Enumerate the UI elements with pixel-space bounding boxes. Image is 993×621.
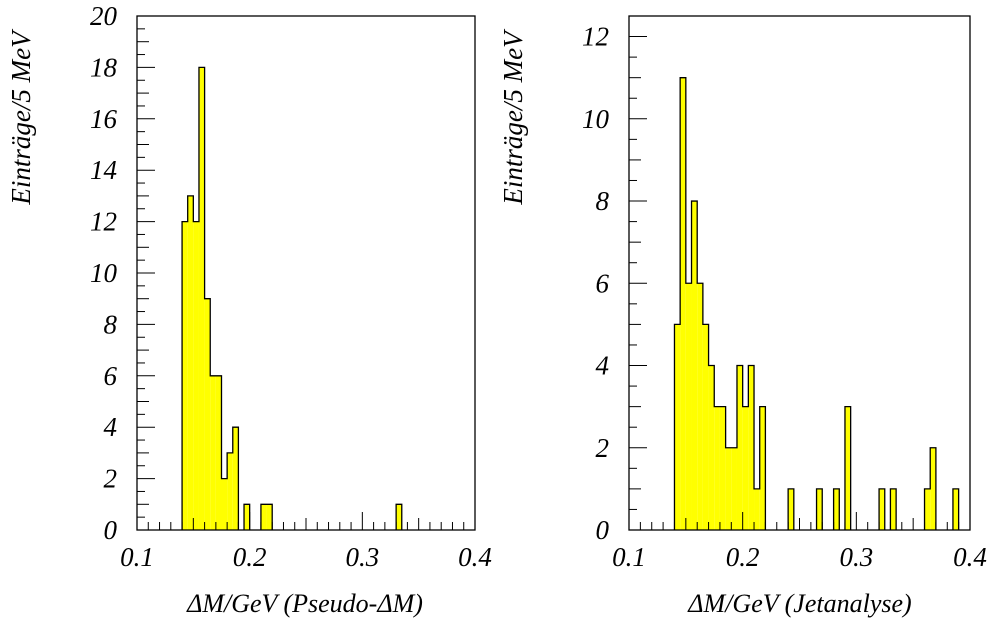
histogram-panel-jetanalyse: 0.1 0.2 0.3 0.4 0 2 4 6 8 10 12 ΔM/GeV (Jetanalyse)…: [498, 15, 987, 618]
x-tick-label: 0.4: [953, 542, 987, 572]
histogram-bar: [702, 324, 709, 530]
histogram-bar: [708, 365, 715, 530]
histogram-bar: [754, 488, 760, 530]
x-tick-label: 0.2: [233, 542, 267, 572]
histogram-bar: [930, 447, 936, 530]
histogram-bar: [952, 488, 959, 530]
histogram-bar: [691, 201, 698, 531]
histogram-outline: [181, 66, 403, 530]
y-tick-label: 12: [90, 207, 117, 237]
y-tick-label: 0: [596, 515, 610, 545]
histogram-bar: [680, 77, 686, 531]
histogram-bar: [204, 298, 211, 530]
histogram-bar: [890, 488, 897, 530]
histogram-bar: [182, 221, 188, 530]
histogram-bar: [742, 406, 749, 530]
histogram-bar: [193, 221, 199, 530]
histogram-bar: [748, 365, 755, 530]
y-tick-label: 14: [90, 155, 117, 185]
histogram-bar: [736, 365, 743, 530]
y-tick-label: 0: [104, 515, 118, 545]
histogram-bar: [731, 447, 737, 530]
y-tick-label: 16: [90, 104, 118, 134]
histogram-bar: [719, 406, 726, 530]
histogram-panel-pseudo-delta-m: 0.1 0.2 0.3 0.4 0 2 4 6 8 10 12 14 16 18 20 ΔM/GeV (Pse…: [6, 1, 492, 618]
histogram-bar: [244, 504, 250, 530]
histogram-bar: [725, 447, 732, 530]
x-tick-label: 0.3: [345, 542, 379, 572]
y-tick-label: 10: [90, 258, 118, 288]
x-tick-label: 0.3: [839, 542, 873, 572]
y-tick-label: 6: [104, 361, 118, 391]
y-tick-label: 8: [104, 309, 118, 339]
histogram-bar: [227, 452, 233, 530]
histogram-bar: [879, 488, 885, 530]
y-tick-label: 10: [582, 104, 610, 134]
x-tick-label: 0.1: [612, 542, 646, 572]
histogram-bar: [210, 375, 216, 530]
histogram-bar: [714, 406, 720, 530]
y-tick-label: 2: [596, 433, 610, 463]
x-tick-label: 0.1: [120, 542, 154, 572]
x-tick-label: 0.4: [458, 542, 492, 572]
histogram-bar: [924, 488, 931, 530]
histogram-outline: [673, 77, 960, 530]
histogram-bar: [221, 478, 228, 530]
y-tick-label: 12: [582, 22, 609, 52]
histogram-bar: [697, 283, 703, 530]
y-tick-label: 18: [90, 52, 118, 82]
histogram-bar: [674, 324, 681, 530]
histogram-bar: [198, 67, 205, 531]
histogram-bar: [833, 488, 840, 530]
histogram-bar: [759, 406, 766, 530]
y-tick-label: 4: [596, 351, 610, 381]
histogram-bar: [187, 195, 194, 530]
x-tick-label: 0.2: [726, 542, 760, 572]
y-axis-label: Einträge/5 MeV: [6, 28, 36, 206]
histogram-bar: [260, 504, 267, 530]
x-axis-label: ΔM/GeV (Pseudo-ΔM): [186, 589, 423, 618]
histogram-bar: [232, 427, 239, 530]
y-tick-label: 8: [596, 186, 610, 216]
histogram-bar: [266, 504, 273, 530]
y-tick-label: 20: [90, 1, 118, 31]
y-tick-label: 2: [104, 464, 118, 494]
histogram-bar: [685, 283, 692, 530]
x-axis-label: ΔM/GeV (Jetanalyse): [687, 589, 911, 618]
histogram-bar: [396, 504, 402, 530]
histogram-bar: [816, 488, 823, 530]
y-tick-label: 6: [596, 268, 610, 298]
histogram-bar: [788, 488, 794, 530]
y-tick-label: 4: [104, 412, 118, 442]
histogram-bar: [844, 406, 851, 530]
y-axis-label: Einträge/5 MeV: [498, 28, 528, 206]
histogram-bar: [215, 375, 222, 530]
